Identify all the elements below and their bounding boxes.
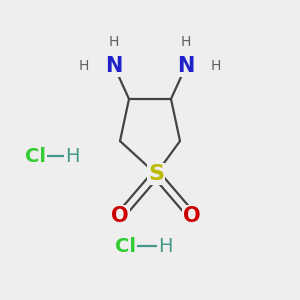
Text: N: N (105, 56, 123, 76)
Text: H: H (65, 146, 79, 166)
Text: Cl: Cl (26, 146, 46, 166)
Text: H: H (79, 59, 89, 73)
Text: S: S (148, 164, 164, 184)
Text: H: H (158, 236, 172, 256)
Text: Cl: Cl (116, 236, 136, 256)
Text: N: N (177, 56, 195, 76)
Text: H: H (211, 59, 221, 73)
Text: H: H (109, 35, 119, 49)
Text: O: O (111, 206, 129, 226)
Text: O: O (183, 206, 201, 226)
Text: H: H (181, 35, 191, 49)
